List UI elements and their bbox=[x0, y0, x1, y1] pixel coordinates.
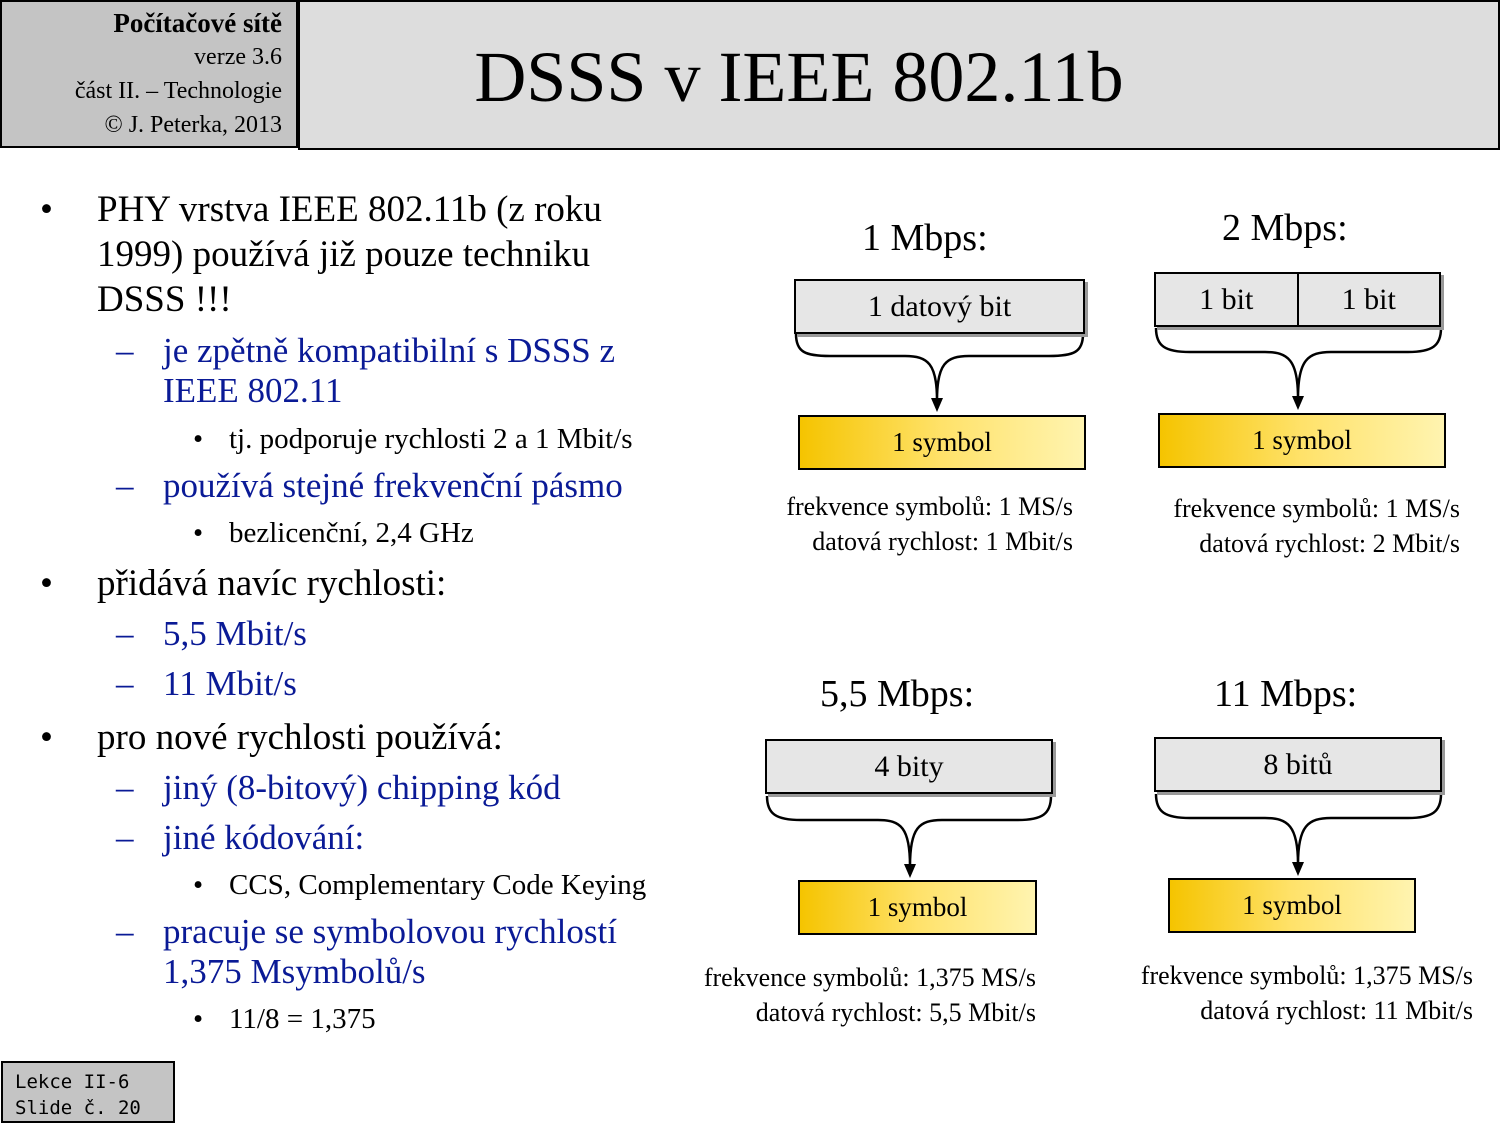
bits-box-2mbps: 1 bit 1 bit bbox=[1154, 272, 1441, 327]
label-5-5mbps: 5,5 Mbps: bbox=[820, 673, 975, 715]
bullet-marker: – bbox=[116, 912, 134, 951]
bullet-text-level1: 1999) používá již pouze techniku bbox=[97, 234, 591, 275]
label-11mbps: 11 Mbps: bbox=[1214, 673, 1358, 715]
bullet-marker: • bbox=[40, 189, 53, 230]
bullet-marker: • bbox=[193, 517, 204, 549]
arrow-1mbps bbox=[931, 398, 943, 412]
bullet-text-level1: pro nové rychlosti používá: bbox=[97, 717, 503, 758]
info-11mbps: frekvence symbolů: 1,375 MS/s datová ryc… bbox=[1141, 958, 1473, 1028]
bit-cell: 1 datový bit bbox=[867, 289, 1012, 323]
bullet-text-level3: tj. podporuje rychlosti 2 a 1 Mbit/s bbox=[229, 423, 633, 455]
symbol-box-1mbps: 1 symbol bbox=[798, 415, 1086, 470]
brace-11mbps bbox=[1154, 793, 1443, 865]
bullet-text-level1: DSSS !!! bbox=[97, 279, 232, 320]
bullet-text-level1: přidává navíc rychlosti: bbox=[97, 563, 447, 604]
bullet-marker: • bbox=[193, 423, 204, 455]
bits-box-11mbps: 8 bitů bbox=[1154, 737, 1442, 792]
bullet-text-level2: používá stejné frekvenční pásmo bbox=[163, 466, 623, 505]
bit-cell: 8 bitů bbox=[1263, 747, 1333, 781]
brace-2mbps bbox=[1154, 327, 1443, 399]
info-2mbps: frekvence symbolů: 1 MS/s datová rychlos… bbox=[1173, 491, 1460, 561]
label-2mbps: 2 Mbps: bbox=[1222, 207, 1348, 249]
data-rate: datová rychlost: 1 Mbit/s bbox=[812, 527, 1073, 556]
course-title: Počítačové sítě bbox=[113, 8, 282, 38]
arrow-2mbps bbox=[1292, 396, 1304, 410]
bullet-text-level3: CCS, Complementary Code Keying bbox=[229, 869, 647, 901]
version-label: verze 3.6 bbox=[194, 44, 282, 70]
bullet-text-level1: PHY vrstva IEEE 802.11b (z roku bbox=[97, 189, 602, 230]
bits-box-5-5mbps: 4 bity bbox=[765, 739, 1053, 794]
symbol-box-5-5mbps: 1 symbol bbox=[798, 880, 1037, 935]
bullet-text-level3: bezlicenční, 2,4 GHz bbox=[229, 517, 474, 549]
arrow-11mbps bbox=[1292, 862, 1304, 876]
bullet-marker: • bbox=[40, 717, 53, 758]
label-1mbps: 1 Mbps: bbox=[862, 217, 988, 259]
bullet-text-level2: jiné kódování: bbox=[163, 818, 365, 857]
info-5-5mbps: frekvence symbolů: 1,375 MS/s datová ryc… bbox=[704, 960, 1036, 1030]
bullet-text-level2: jiný (8-bitový) chipping kód bbox=[163, 768, 561, 807]
bullet-marker: – bbox=[116, 818, 134, 857]
bullet-text-level2: 1,375 Msymbolů/s bbox=[163, 952, 426, 991]
bits-box-1mbps: 1 datový bit bbox=[794, 279, 1085, 334]
slide-number: Slide č. 20 bbox=[15, 1097, 141, 1119]
data-rate: datová rychlost: 11 Mbit/s bbox=[1200, 996, 1473, 1025]
symbol-frequency: frekvence symbolů: 1 MS/s bbox=[1173, 494, 1460, 523]
bullet-text-level2: 11 Mbit/s bbox=[163, 664, 297, 703]
bullet-text-level2: je zpětně kompatibilní s DSSS z bbox=[163, 331, 616, 370]
data-rate: datová rychlost: 5,5 Mbit/s bbox=[755, 998, 1036, 1027]
bullet-marker: • bbox=[193, 1003, 204, 1035]
brace-1mbps bbox=[794, 333, 1085, 401]
bullet-marker: – bbox=[116, 614, 134, 653]
copyright-label: © J. Peterka, 2013 bbox=[104, 112, 282, 138]
data-rate: datová rychlost: 2 Mbit/s bbox=[1199, 529, 1460, 558]
bit-cell: 1 bit bbox=[1296, 274, 1440, 325]
bullet-marker: – bbox=[116, 466, 134, 505]
header-info-box: Počítačové sítě verze 3.6 část II. – Tec… bbox=[0, 0, 298, 148]
bullet-marker: – bbox=[116, 664, 134, 703]
symbol-frequency: frekvence symbolů: 1 MS/s bbox=[786, 492, 1073, 521]
slide-footer: Lekce II-6 Slide č. 20 bbox=[1, 1061, 175, 1123]
bit-cell: 4 bity bbox=[874, 749, 944, 783]
part-label: část II. – Technologie bbox=[74, 78, 282, 104]
slide-title: DSSS v IEEE 802.11b bbox=[474, 37, 1124, 117]
bullet-marker: • bbox=[193, 869, 204, 901]
bullet-text-level2: IEEE 802.11 bbox=[163, 371, 343, 410]
symbol-box-11mbps: 1 symbol bbox=[1168, 878, 1416, 933]
bullet-text-level2: 5,5 Mbit/s bbox=[163, 614, 307, 653]
symbol-frequency: frekvence symbolů: 1,375 MS/s bbox=[1140, 961, 1473, 990]
brace-5mbps bbox=[765, 795, 1053, 867]
lecture-label: Lekce II-6 bbox=[15, 1071, 130, 1093]
symbol-box-2mbps: 1 symbol bbox=[1158, 413, 1446, 468]
slide-title-box: DSSS v IEEE 802.11b bbox=[298, 0, 1500, 150]
bullet-text-level2: pracuje se symbolovou rychlostí bbox=[163, 912, 617, 951]
bullet-marker: – bbox=[116, 331, 134, 370]
arrow-5mbps bbox=[904, 864, 916, 878]
bullet-marker: • bbox=[40, 563, 53, 604]
info-1mbps: frekvence symbolů: 1 MS/s datová rychlos… bbox=[786, 489, 1073, 559]
bullet-marker: – bbox=[116, 768, 134, 807]
symbol-frequency: frekvence symbolů: 1,375 MS/s bbox=[703, 963, 1036, 992]
bullet-text-level3: 11/8 = 1,375 bbox=[229, 1003, 376, 1035]
bit-cell: 1 bit bbox=[1199, 282, 1254, 316]
